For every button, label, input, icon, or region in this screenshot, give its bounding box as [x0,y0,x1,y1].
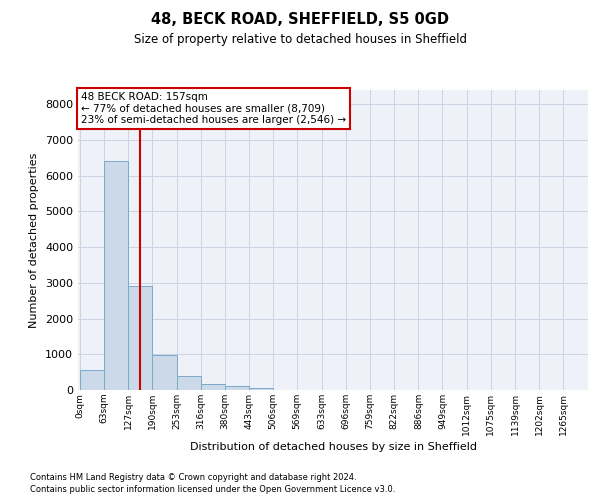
Text: Contains HM Land Registry data © Crown copyright and database right 2024.: Contains HM Land Registry data © Crown c… [30,472,356,482]
Text: Size of property relative to detached houses in Sheffield: Size of property relative to detached ho… [133,32,467,46]
Text: Distribution of detached houses by size in Sheffield: Distribution of detached houses by size … [190,442,476,452]
Text: 48 BECK ROAD: 157sqm
← 77% of detached houses are smaller (8,709)
23% of semi-de: 48 BECK ROAD: 157sqm ← 77% of detached h… [80,92,346,125]
Bar [200,384,224,390]
Bar [80,370,104,390]
Text: 48, BECK ROAD, SHEFFIELD, S5 0GD: 48, BECK ROAD, SHEFFIELD, S5 0GD [151,12,449,28]
Bar [225,386,249,390]
Bar [152,355,176,390]
Text: Contains public sector information licensed under the Open Government Licence v3: Contains public sector information licen… [30,485,395,494]
Y-axis label: Number of detached properties: Number of detached properties [29,152,40,328]
Bar [176,376,200,390]
Bar [128,286,152,390]
Bar [104,162,128,390]
Bar [249,388,273,390]
